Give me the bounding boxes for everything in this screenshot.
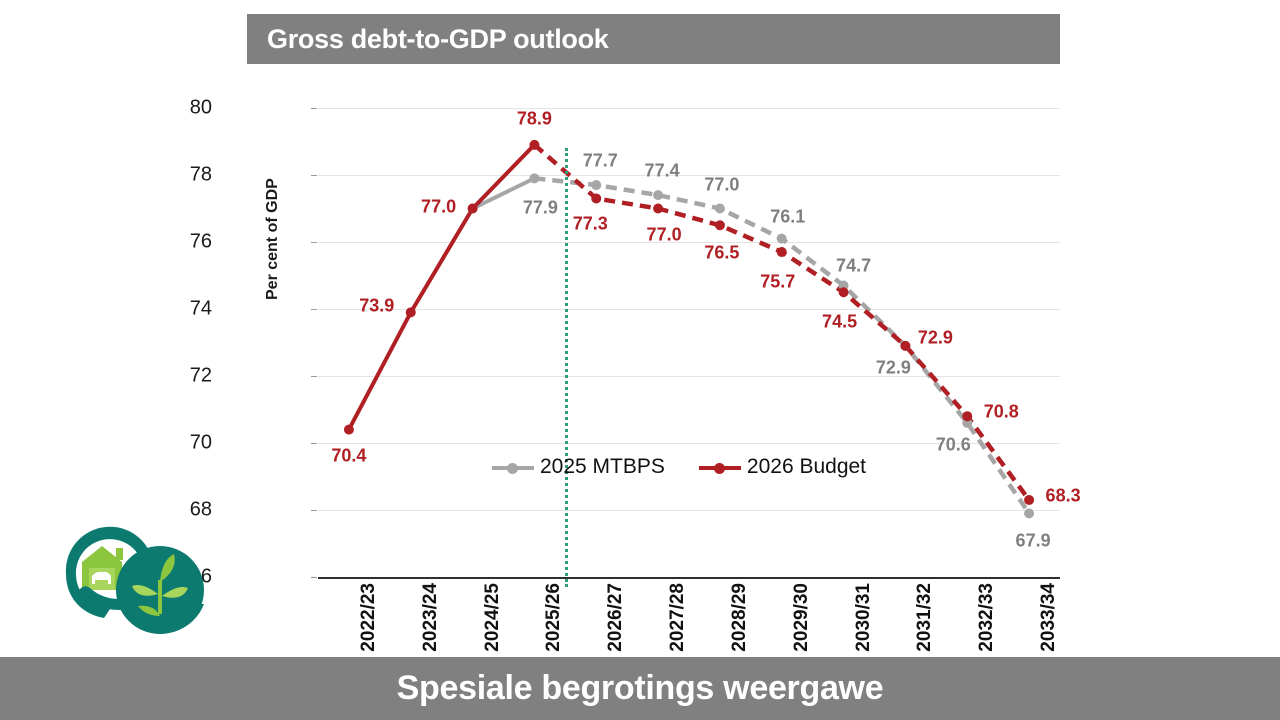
footer-banner: Spesiale begrotings weergawe (0, 657, 1280, 720)
data-point-label: 72.9 (875, 357, 911, 378)
legend-label-mtbps: 2025 MTBPS (540, 455, 665, 478)
data-point-label: 74.5 (822, 311, 858, 332)
data-point-label: 77.3 (572, 213, 608, 234)
data-point-label: 78.9 (516, 108, 552, 129)
data-point-label: 67.9 (1015, 530, 1051, 551)
data-point-label: 77.9 (522, 197, 558, 218)
data-point-label: 76.5 (704, 242, 740, 263)
y-tick-label: 68 (189, 498, 212, 521)
footer-title: Spesiale begrotings weergawe (396, 669, 884, 707)
forecast-divider-line (565, 148, 569, 587)
data-point-label: 77.7 (582, 150, 618, 171)
legend-swatch-mtbps (492, 460, 534, 474)
y-tick-mark (311, 242, 317, 243)
data-point[interactable] (591, 193, 602, 204)
data-point-label: 72.9 (917, 327, 953, 348)
data-point[interactable] (1024, 494, 1035, 505)
data-point-label: 68.3 (1045, 485, 1081, 506)
logo-cow-icon (92, 571, 111, 584)
data-point[interactable] (1024, 508, 1035, 519)
data-point-label: 76.1 (770, 206, 806, 227)
chart-legend: 2025 MTBPS 2026 Budget (492, 455, 866, 479)
y-tick-mark (311, 376, 317, 377)
gridline (318, 510, 1060, 511)
gridline (318, 242, 1060, 243)
y-tick-mark (311, 577, 317, 578)
data-point-label: 77.4 (644, 160, 680, 181)
data-point[interactable] (467, 203, 478, 214)
data-point-label: 73.9 (359, 295, 395, 316)
y-tick-mark (311, 309, 317, 310)
data-point-label: 70.4 (331, 445, 367, 466)
y-tick-label: 76 (189, 230, 212, 253)
y-tick-mark (311, 108, 317, 109)
data-point[interactable] (714, 220, 725, 231)
data-point[interactable] (962, 411, 973, 422)
data-point-label: 74.7 (836, 255, 872, 276)
gridline (318, 108, 1060, 109)
legend-item-budget[interactable]: 2026 Budget (698, 455, 867, 479)
data-point[interactable] (343, 424, 354, 435)
data-point[interactable] (776, 247, 787, 258)
legend-item-mtbps[interactable]: 2025 MTBPS (492, 455, 665, 479)
chart-series-layer (343, 139, 1035, 519)
data-point-label: 77.0 (704, 174, 740, 194)
y-tick-mark (311, 510, 317, 511)
chart-container: 6668707274767880 Per cent of GDP 2022/23… (189, 96, 1081, 652)
data-point[interactable] (653, 203, 664, 214)
y-tick-label: 74 (189, 297, 212, 320)
series-line-solid (346, 142, 537, 432)
y-tick-label: 70 (189, 431, 212, 454)
series-line-solid (470, 176, 537, 211)
logo-left-hand-circle (65, 526, 152, 618)
x-axis-line (318, 577, 1060, 579)
data-point[interactable] (405, 307, 416, 318)
data-point[interactable] (529, 173, 540, 184)
data-point[interactable] (591, 180, 602, 191)
data-point-label: 75.7 (760, 271, 796, 292)
data-point-label: 70.8 (983, 401, 1019, 422)
agriculture-hands-logo (65, 526, 204, 634)
logo-plant-icon (132, 554, 188, 616)
slide-title-bar: Gross debt-to-GDP outlook (247, 14, 1060, 64)
data-point[interactable] (900, 340, 911, 351)
y-tick-label: 80 (189, 96, 212, 119)
data-point[interactable] (529, 139, 540, 150)
gridline (318, 175, 1060, 176)
data-point-label: 77.0 (646, 224, 682, 244)
data-point[interactable] (653, 190, 664, 201)
data-point-label: 77.0 (421, 196, 457, 216)
y-tick-label: 78 (189, 163, 212, 186)
legend-swatch-budget (698, 460, 741, 474)
gridline (318, 309, 1060, 310)
legend-label-budget: 2026 Budget (746, 455, 867, 478)
y-tick-label: 72 (189, 364, 212, 387)
data-point[interactable] (776, 233, 787, 244)
y-tick-mark (311, 175, 317, 176)
data-point[interactable] (714, 203, 725, 214)
data-point-label: 70.6 (935, 434, 971, 455)
page-title: Gross debt-to-GDP outlook (267, 23, 609, 54)
gridline (318, 443, 1060, 444)
data-point[interactable] (838, 287, 849, 298)
gridline (318, 376, 1060, 377)
y-tick-mark (311, 443, 317, 444)
